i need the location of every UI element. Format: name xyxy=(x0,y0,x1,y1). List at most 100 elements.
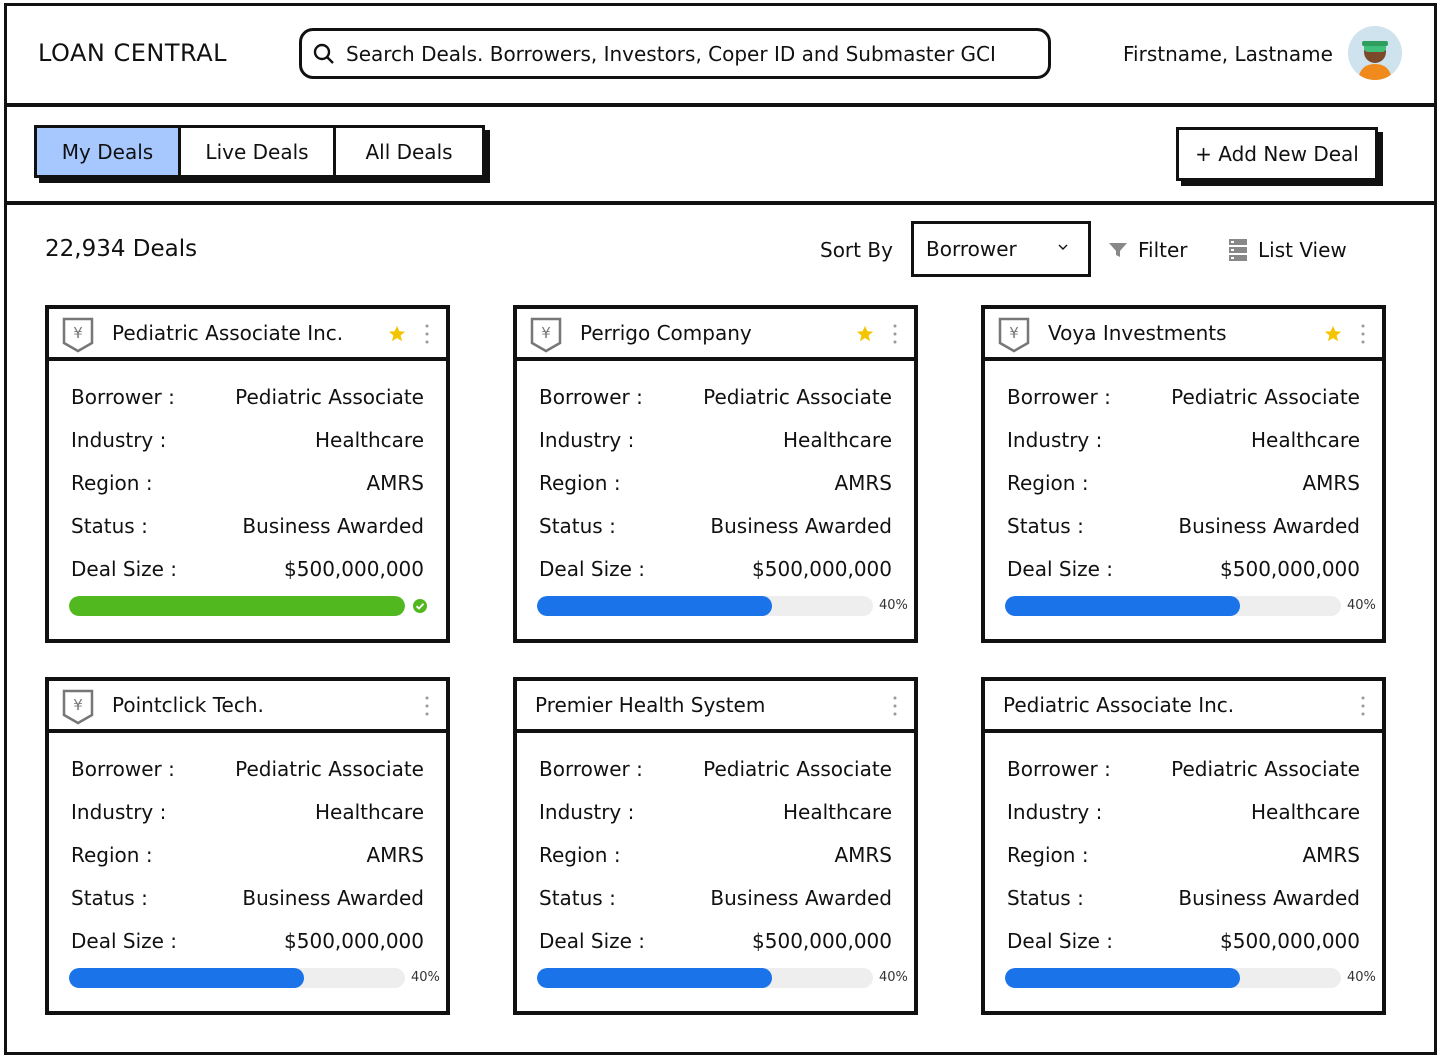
deal-field-value: Pediatric Associate xyxy=(235,756,424,781)
deal-field-row: Deal Size : $500,000,000 xyxy=(539,919,892,962)
deal-card-title[interactable]: Pediatric Associate Inc. xyxy=(1003,693,1235,717)
more-options-icon[interactable] xyxy=(424,695,430,717)
progress-track xyxy=(1005,968,1341,988)
deal-field-label: Industry : xyxy=(71,799,167,824)
svg-text:¥: ¥ xyxy=(73,324,83,342)
progress-fill xyxy=(69,596,405,616)
more-options-icon[interactable] xyxy=(892,323,898,345)
deal-field-row: Industry : Healthcare xyxy=(1007,418,1360,461)
deal-field-value: Pediatric Associate xyxy=(703,756,892,781)
deal-card-fields: Borrower : Pediatric Associate Industry : H… xyxy=(517,361,914,590)
deal-card[interactable]: ¥ Perrigo Company Borrower : Pediatric As… xyxy=(513,305,918,643)
deal-field-row: Industry : Healthcare xyxy=(71,790,424,833)
deal-field-value: Healthcare xyxy=(782,427,892,452)
search-input[interactable]: Search Deals. Borrowers, Investors, Cope… xyxy=(299,28,1051,79)
deal-field-label: Status : xyxy=(71,885,148,910)
deal-field-value: Healthcare xyxy=(1250,427,1360,452)
deal-progress: 40% xyxy=(69,968,449,988)
deal-field-label: Deal Size : xyxy=(71,928,178,953)
deal-card-header: ¥ Voya Investments xyxy=(985,309,1382,361)
deal-field-label: Borrower : xyxy=(539,756,643,781)
list-view-button[interactable]: List View xyxy=(1228,238,1347,262)
deal-field-label: Region : xyxy=(1007,470,1089,495)
deal-field-row: Deal Size : $500,000,000 xyxy=(539,547,892,590)
deal-field-value: Healthcare xyxy=(1250,799,1360,824)
sort-select[interactable]: Borrower xyxy=(911,221,1091,277)
more-options-icon[interactable] xyxy=(892,695,898,717)
star-icon[interactable] xyxy=(388,325,406,343)
deal-field-row: Region : AMRS xyxy=(539,461,892,504)
deal-field-value: AMRS xyxy=(1302,470,1360,495)
more-options-icon[interactable] xyxy=(424,323,430,345)
deal-field-label: Borrower : xyxy=(71,384,175,409)
deal-card-header: ¥ Perrigo Company xyxy=(517,309,914,361)
deal-field-row: Status : Business Awarded xyxy=(539,504,892,547)
deal-field-value: $500,000,000 xyxy=(752,928,892,953)
deal-field-label: Deal Size : xyxy=(1007,556,1114,581)
deal-field-value: AMRS xyxy=(834,842,892,867)
deal-card-title[interactable]: Premier Health System xyxy=(535,693,766,717)
more-options-icon[interactable] xyxy=(1360,695,1366,717)
deal-card[interactable]: ¥ Pediatric Associate Inc. Borrower : Ped… xyxy=(45,305,450,643)
deal-tabs: My Deals Live Deals All Deals xyxy=(34,125,485,178)
filter-icon xyxy=(1109,243,1127,257)
deal-card[interactable]: ¥ Pointclick Tech. Borrower : Pediatric A… xyxy=(45,677,450,1015)
progress-fill xyxy=(1005,968,1241,988)
avatar[interactable] xyxy=(1348,26,1402,80)
deal-card-header: ¥ Pediatric Associate Inc. xyxy=(49,309,446,361)
deal-field-value: $500,000,000 xyxy=(1220,556,1360,581)
deal-count: 22,934 Deals xyxy=(45,236,198,262)
deal-field-label: Industry : xyxy=(539,799,635,824)
user-name[interactable]: Firstname, Lastname xyxy=(1123,42,1333,66)
deal-progress: 40% xyxy=(537,968,917,988)
deal-field-row: Borrower : Pediatric Associate xyxy=(71,375,424,418)
filter-button[interactable]: Filter xyxy=(1108,238,1188,262)
deal-field-row: Borrower : Pediatric Associate xyxy=(71,747,424,790)
tab-all-deals[interactable]: All Deals xyxy=(336,128,482,175)
add-new-deal-button[interactable]: + Add New Deal xyxy=(1176,127,1378,181)
chevron-down-icon xyxy=(1058,244,1068,250)
deal-field-value: Business Awarded xyxy=(242,885,424,910)
deal-field-label: Borrower : xyxy=(71,756,175,781)
deal-field-label: Region : xyxy=(1007,842,1089,867)
deal-field-row: Region : AMRS xyxy=(1007,833,1360,876)
yen-shield-icon: ¥ xyxy=(998,317,1030,353)
deal-card-title[interactable]: Pediatric Associate Inc. xyxy=(112,321,344,345)
more-options-icon[interactable] xyxy=(1360,323,1366,345)
deal-field-row: Industry : Healthcare xyxy=(1007,790,1360,833)
deal-card[interactable]: Pediatric Associate Inc. Borrower : Pedia… xyxy=(981,677,1386,1015)
list-view-icon xyxy=(1229,239,1247,261)
deal-field-value: Pediatric Associate xyxy=(703,384,892,409)
deal-card-fields: Borrower : Pediatric Associate Industry : H… xyxy=(49,733,446,962)
deal-field-label: Borrower : xyxy=(539,384,643,409)
deal-field-value: Business Awarded xyxy=(1178,885,1360,910)
star-icon[interactable] xyxy=(856,325,874,343)
deal-field-row: Status : Business Awarded xyxy=(539,876,892,919)
deal-field-row: Borrower : Pediatric Associate xyxy=(539,375,892,418)
progress-fill xyxy=(537,968,773,988)
deal-field-label: Industry : xyxy=(539,427,635,452)
deal-field-label: Deal Size : xyxy=(539,928,646,953)
deal-field-value: Pediatric Associate xyxy=(1171,756,1360,781)
tab-live-deals[interactable]: Live Deals xyxy=(181,128,336,175)
deal-card[interactable]: ¥ Voya Investments Borrower : Pediatric A… xyxy=(981,305,1386,643)
deal-card[interactable]: Premier Health System Borrower : Pediatri… xyxy=(513,677,918,1015)
deal-card-title[interactable]: Pointclick Tech. xyxy=(112,693,264,717)
tab-my-deals[interactable]: My Deals xyxy=(37,128,181,175)
deal-card-title[interactable]: Voya Investments xyxy=(1048,321,1227,345)
deal-card-title[interactable]: Perrigo Company xyxy=(580,321,752,345)
deal-field-value: $500,000,000 xyxy=(284,556,424,581)
deal-field-row: Region : AMRS xyxy=(1007,461,1360,504)
star-icon[interactable] xyxy=(1324,325,1342,343)
deal-field-label: Region : xyxy=(71,842,153,867)
progress-percent-label: 40% xyxy=(411,970,440,985)
deal-field-value: Business Awarded xyxy=(710,885,892,910)
svg-text:¥: ¥ xyxy=(541,324,551,342)
app-logo[interactable]: LOAN CENTRAL xyxy=(38,39,228,67)
deal-field-value: Business Awarded xyxy=(242,513,424,538)
deal-field-value: Pediatric Associate xyxy=(235,384,424,409)
deal-field-value: $500,000,000 xyxy=(1220,928,1360,953)
deal-field-label: Industry : xyxy=(1007,799,1103,824)
deal-field-row: Status : Business Awarded xyxy=(71,876,424,919)
top-header: LOAN CENTRAL Search Deals. Borrowers, In… xyxy=(4,3,1437,107)
